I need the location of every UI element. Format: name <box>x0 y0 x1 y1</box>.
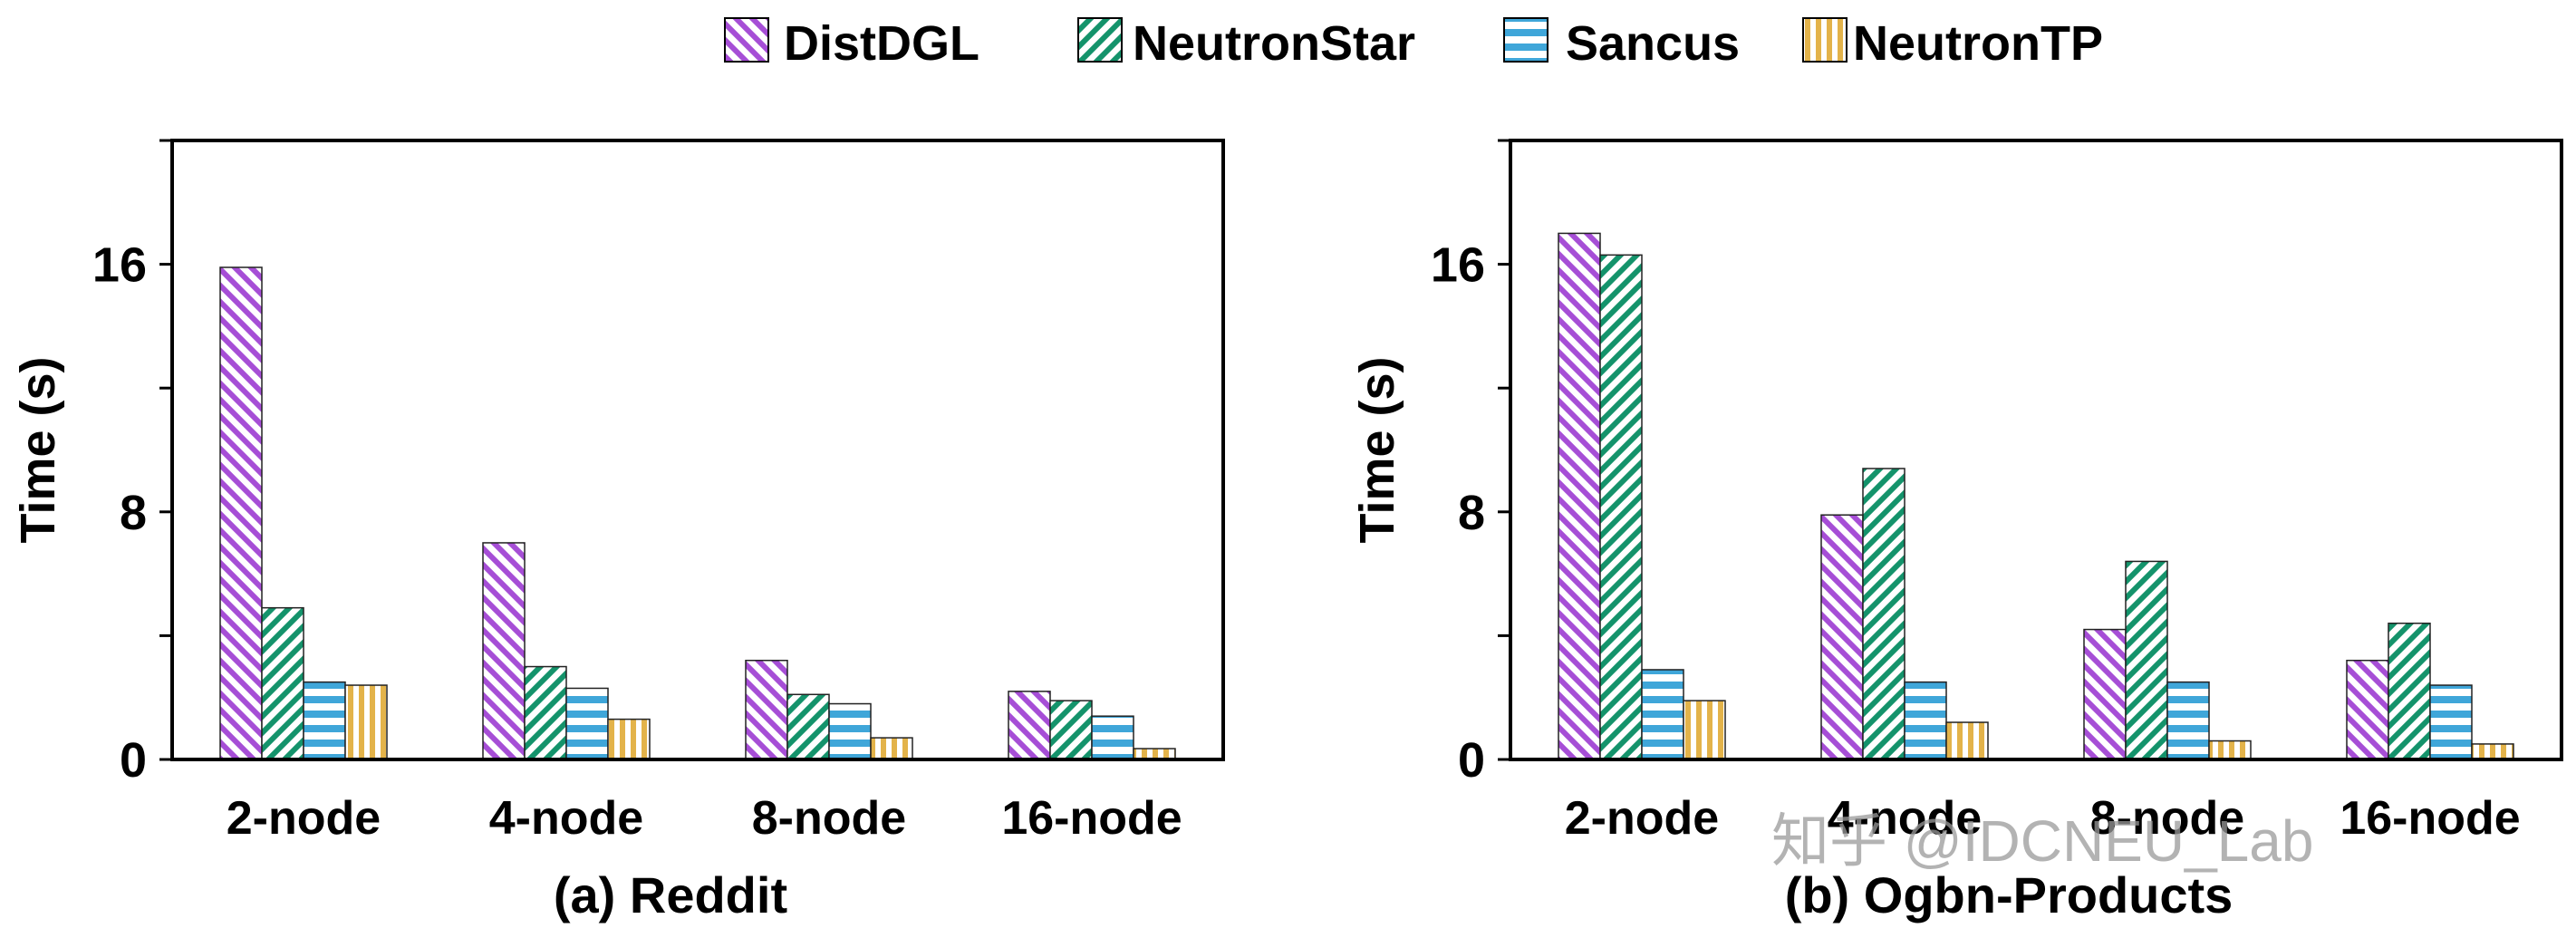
legend-item-distdgl: DistDGL <box>724 16 979 71</box>
x-tick-label-16-node: 16-node <box>1001 792 1182 845</box>
bar-neutronstar-16-node <box>1049 700 1093 760</box>
bar-neutronstar-4-node <box>1862 468 1905 760</box>
bar-neutronstar-8-node <box>2125 560 2168 760</box>
bar-sancus-16-node <box>1091 715 1134 760</box>
chart-panel-reddit: 0 8 16 2-node 4-node 8-node 16-node Time (s) (a)… <box>11 139 1225 923</box>
plot-frame <box>1509 139 2563 761</box>
bar-distdgl-8-node <box>745 659 788 760</box>
x-tick-label-2-node: 2-node <box>227 792 381 845</box>
bar-neutrontp-16-node <box>2471 743 2514 760</box>
bar-neutrontp-8-node <box>870 737 913 760</box>
chart-title: (b) Ogbn-Products <box>1785 866 2233 923</box>
watermark-text: 知乎 @IDCNEU_Lab <box>1771 808 2313 874</box>
y-tick-label-0: 0 <box>1458 733 1485 788</box>
legend-item-neutronstar: NeutronStar <box>1077 16 1415 71</box>
bar-distdgl-8-node <box>2083 628 2127 760</box>
chart-panel-ogbn-products: 0 8 16 2-node 4-node 8-node 16-node Time (s) (b)… <box>1350 139 2563 923</box>
legend: DistDGL NeutronStar Sancus NeutronTP <box>724 16 2103 71</box>
x-tick-label-4-node: 4-node <box>1828 792 1982 845</box>
y-tick-label-8: 8 <box>120 486 147 540</box>
bar-sancus-4-node <box>1904 681 1947 760</box>
bar-sancus-4-node <box>565 687 609 760</box>
y-tick-label-0: 0 <box>120 733 147 788</box>
bar-distdgl-16-node <box>1008 691 1051 760</box>
legend-label-distdgl: DistDGL <box>784 16 979 71</box>
bar-sancus-2-node <box>1641 669 1684 760</box>
legend-label-neutronstar: NeutronStar <box>1133 16 1415 71</box>
bar-neutronstar-16-node <box>2388 622 2431 760</box>
legend-swatch-neutronstar <box>1077 17 1123 63</box>
legend-label-sancus: Sancus <box>1566 16 1740 71</box>
bar-neutrontp-2-node <box>344 684 388 760</box>
bar-neutronstar-2-node <box>261 606 304 760</box>
y-tick-label-16: 16 <box>92 238 147 293</box>
bar-sancus-2-node <box>303 681 346 760</box>
y-axis-label: Time (s) <box>11 356 65 543</box>
bar-neutrontp-2-node <box>1683 700 1726 760</box>
y-tick-label-8: 8 <box>1458 486 1485 540</box>
bar-distdgl-2-node <box>219 266 263 760</box>
x-tick-label-8-node: 8-node <box>752 792 906 845</box>
bar-neutrontp-4-node <box>1945 721 1989 760</box>
bar-neutrontp-4-node <box>607 718 651 760</box>
bar-sancus-16-node <box>2429 684 2473 760</box>
y-tick-label-16: 16 <box>1431 238 1485 293</box>
bar-neutronstar-2-node <box>1599 254 1643 760</box>
bar-neutrontp-8-node <box>2208 740 2252 760</box>
bar-neutronstar-4-node <box>524 665 567 760</box>
bar-distdgl-4-node <box>1820 514 1864 760</box>
bar-distdgl-16-node <box>2346 659 2389 760</box>
legend-swatch-sancus <box>1503 17 1548 63</box>
bar-distdgl-4-node <box>482 542 526 760</box>
plot-frame <box>170 139 1225 761</box>
chart-title: (a) Reddit <box>554 866 787 923</box>
x-tick-label-16-node: 16-node <box>2340 792 2520 845</box>
legend-swatch-distdgl <box>724 17 769 63</box>
legend-swatch-neutrontp <box>1802 17 1848 63</box>
bar-sancus-8-node <box>2166 681 2210 760</box>
x-tick-label-2-node: 2-node <box>1565 792 1719 845</box>
bar-sancus-8-node <box>828 702 872 760</box>
bar-distdgl-2-node <box>1558 232 1601 760</box>
x-tick-label-8-node: 8-node <box>2090 792 2244 845</box>
bar-neutronstar-8-node <box>786 693 830 760</box>
y-axis-label: Time (s) <box>1350 356 1404 543</box>
legend-item-neutrontp: NeutronTP <box>1802 16 2103 71</box>
legend-label-neutrontp: NeutronTP <box>1853 16 2103 71</box>
legend-item-sancus: Sancus <box>1503 16 1740 71</box>
x-tick-label-4-node: 4-node <box>489 792 643 845</box>
